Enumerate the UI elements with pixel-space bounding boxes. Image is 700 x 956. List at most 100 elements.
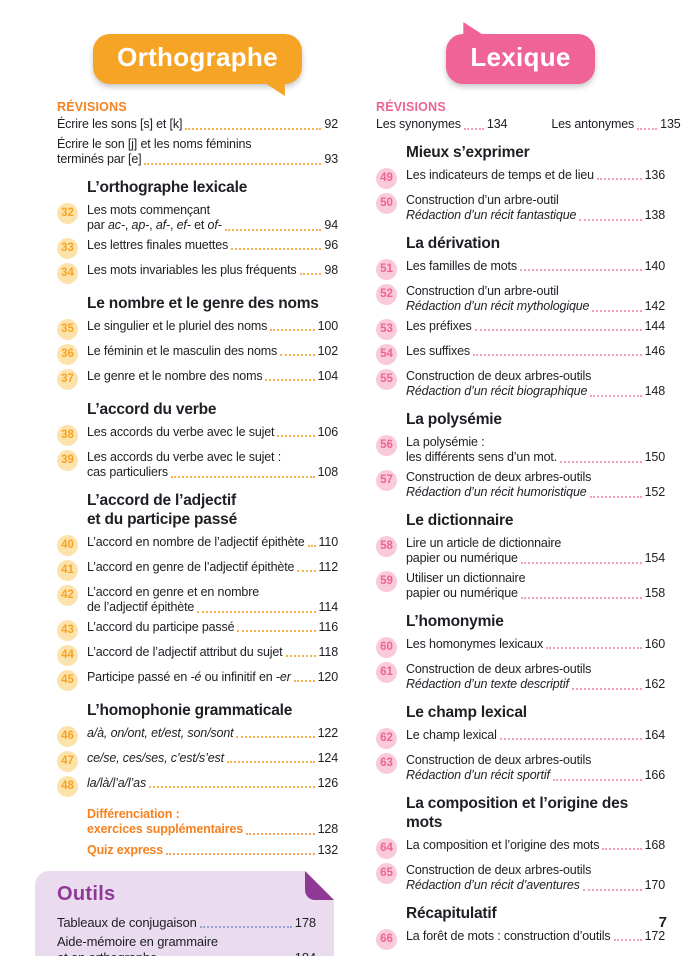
section-heading: Le nombre et le genre des noms [87, 294, 319, 312]
toc-entry: 52 Construction d’un arbre-outil Rédaction… [376, 283, 665, 315]
lesson-number-badge: 54 [376, 343, 397, 365]
entry-label: Construction de deux arbres-outils [406, 661, 592, 676]
entry-label: La composition et l’origine des mots [406, 837, 600, 852]
entry-body: Le genre et le nombre des noms 104 [87, 369, 338, 390]
page-number: 164 [644, 727, 666, 742]
dot-leader [166, 853, 315, 855]
entry-body: Construction de deux arbres-outils Rédact… [406, 863, 665, 894]
entry-label: les différents sens d’un mot. [406, 450, 558, 464]
section-heading: L’accord du verbe [87, 400, 217, 418]
entry-label: L’accord en genre de l’adjectif épithète [87, 559, 295, 574]
entry-body: L’accord en genre de l’adjectif épithète… [87, 560, 338, 581]
page-number: 102 [317, 343, 339, 358]
extra-entry: Différenciation : exercices supplémentair… [87, 807, 338, 838]
outils-list: Tableaux de conjugaison 178 Aide-mémoire e… [57, 915, 316, 956]
page-number: 120 [317, 669, 339, 684]
toc-entry: 63 Construction de deux arbres-outils Réda… [376, 752, 665, 784]
lesson-number-badge: 40 [57, 534, 78, 556]
page-number: 116 [318, 619, 339, 634]
entry-body: Tableaux de conjugaison 178 [57, 915, 316, 931]
toc-entry: 54 Les suffixes 146 [376, 343, 665, 365]
outils-title: Outils [57, 883, 116, 905]
dot-leader [285, 655, 316, 657]
entry-label: Rédaction d’un récit fantastique [406, 208, 577, 222]
orthographe-column: Orthographe RÉVISIONS Écrire les sons [s… [57, 34, 338, 956]
dot-leader [474, 329, 642, 331]
entry-line: papier ou numérique 154 [406, 551, 665, 567]
dot-leader [520, 596, 642, 599]
page-number: 148 [644, 384, 666, 398]
entry-label: Rédaction d’un récit mythologique [406, 299, 590, 313]
page-number: 144 [644, 318, 666, 333]
entry-body: Participe passé en -é ou infinitif en -e… [87, 670, 338, 691]
entry-label: Rédaction d’un récit d’aventures [406, 878, 580, 892]
entry-label: L’accord en nombre de l’adjectif épithèt… [87, 534, 305, 549]
entry-body: La composition et l’origine des mots 168 [406, 838, 665, 859]
entry-label: Utiliser un dictionnaire [406, 570, 526, 585]
entry-label: Le genre et le nombre des noms [87, 368, 263, 383]
dot-leader [307, 545, 316, 547]
entry-label: Rédaction d’un récit biographique [406, 384, 588, 398]
entry-label: Les lettres finales muettes [87, 237, 229, 252]
dot-leader [579, 218, 642, 221]
lesson-number-badge: 35 [57, 318, 78, 340]
page-number: 92 [324, 117, 338, 131]
entry-label: ce/se, ces/ses, c’est/s’est [87, 750, 224, 765]
toc-entry: 60 Les homonymes lexicaux 160 [376, 636, 665, 658]
dot-leader [277, 435, 315, 437]
entry-label: papier ou numérique [406, 586, 518, 600]
dot-leader [299, 273, 322, 275]
entry-label: Les indicateurs de temps et de lieu [406, 167, 594, 182]
entry-label: L’accord du participe passé [87, 619, 235, 634]
entry-label: Les suffixes [406, 343, 470, 358]
revision-entry: Écrire les sons [s] et [k] 92 [57, 117, 338, 133]
page-number: 172 [644, 928, 666, 943]
entry-body: Lire un article de dictionnaire papier ou… [406, 536, 665, 567]
entry-line: Les accords du verbe avec le sujet 106 [87, 425, 338, 441]
entry-line: La polysémie : [406, 435, 665, 451]
entry-line: Les lettres finales muettes 96 [87, 238, 338, 254]
lesson-number-badge: 49 [376, 167, 397, 189]
entry-line: Construction de deux arbres-outils [406, 863, 665, 879]
entry-label: a/à, on/ont, et/est, son/sont [87, 725, 234, 740]
entry-line: Le genre et le nombre des noms 104 [87, 369, 338, 385]
lesson-number-badge: 58 [376, 535, 397, 557]
entry-label: exercices supplémentaires [87, 822, 244, 836]
entry-line: Rédaction d’un récit biographique 148 [406, 384, 665, 400]
page-number: 154 [644, 551, 666, 565]
entry-body: Les familles de mots 140 [406, 259, 665, 280]
entry-body: L’accord de l’adjectif attribut du sujet… [87, 645, 338, 666]
lesson-number-badge: 36 [57, 343, 78, 365]
entry-label: Tableaux de conjugaison [57, 915, 197, 930]
dot-leader [546, 647, 642, 649]
dot-leader [224, 228, 322, 231]
entry-label: papier ou numérique [406, 551, 518, 565]
entry-line: Aide-mémoire en grammaire [57, 934, 316, 950]
page-number: 114 [318, 600, 339, 614]
entry-line: terminés par [e] 93 [57, 152, 338, 168]
entry-body: Construction d’un arbre-outil Rédaction d… [406, 284, 665, 315]
dot-leader [265, 379, 315, 381]
lesson-number-badge: 59 [376, 570, 397, 592]
entry-line: L’accord en genre et en nombre [87, 585, 338, 601]
page-number: 132 [317, 842, 339, 857]
entry-line: ce/se, ces/ses, c’est/s’est 124 [87, 751, 338, 767]
entry-body: Les indicateurs de temps et de lieu 136 [406, 168, 665, 189]
toc-entry: 40 L’accord en nombre de l’adjectif épith… [57, 534, 338, 556]
entry-body: Construction d’un arbre-outil Rédaction d… [406, 193, 665, 224]
page-number: 112 [318, 559, 339, 574]
entry-label: la/là/l’a/l’as [87, 775, 147, 790]
entry-body: Construction de deux arbres-outils Rédact… [406, 753, 665, 784]
entry-line: Quiz express 132 [87, 843, 338, 859]
dot-leader [297, 570, 316, 572]
entry-line: la/là/l’a/l’as 126 [87, 776, 338, 792]
outils-entry: Tableaux de conjugaison 178 [57, 915, 316, 931]
dot-leader [280, 354, 315, 356]
toc-entry: 33 Les lettres finales muettes 96 [57, 237, 338, 259]
dot-leader [231, 248, 322, 250]
entry-body: La forêt de mots : construction d’outils… [406, 929, 665, 950]
entry-label: L’accord de l’adjectif attribut du sujet [87, 644, 283, 659]
lesson-number-badge: 57 [376, 469, 397, 491]
entry-line: Le champ lexical 164 [406, 728, 665, 744]
